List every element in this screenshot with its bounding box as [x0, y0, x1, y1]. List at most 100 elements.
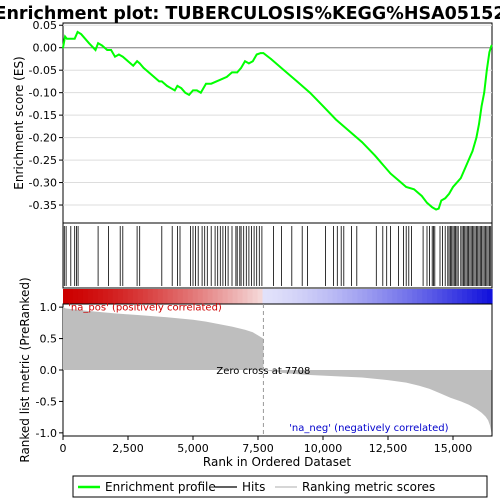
- color-bar-segment: [247, 289, 254, 304]
- zero-cross-label: Zero cross at 7708: [216, 366, 310, 377]
- color-bar-segment: [262, 289, 269, 304]
- color-bar-segment: [267, 289, 274, 304]
- enrichment-profile-point: [94, 49, 97, 51]
- enrichment-profile-point: [106, 49, 108, 51]
- hits-panel: [62, 222, 493, 289]
- enrichment-profile-point: [153, 76, 155, 78]
- color-bar-segment: [117, 289, 124, 304]
- color-bar-segment: [67, 289, 74, 304]
- enrichment-profile-point: [80, 33, 82, 36]
- enrichment-profile-point: [70, 37, 72, 40]
- enrichment-profile-point: [88, 42, 90, 45]
- color-bar-segment: [277, 289, 284, 304]
- color-bar-segment: [472, 289, 478, 304]
- color-bar-segment: [432, 289, 438, 304]
- legend: Enrichment profile Hits Ranking metric sco…: [72, 475, 488, 498]
- es-panel: 0.05 0.00 -0.05 -0.10 -0.15 -0.20 -0.25 -0.30 -0…: [12, 19, 493, 224]
- color-bar-segment: [372, 289, 378, 304]
- es-y-tick-label: -0.35: [29, 199, 57, 212]
- metric-y-tick-label: 1.0: [40, 301, 58, 314]
- enrichment-profile-point: [296, 80, 298, 83]
- hits-panel-frame: [62, 222, 493, 289]
- color-bar-segment: [132, 289, 139, 304]
- enrichment-profile-point: [210, 82, 212, 85]
- color-bar-segment: [307, 289, 314, 304]
- metric-x-tick-label: 12,500: [369, 442, 408, 455]
- enrichment-profile-point: [467, 159, 470, 161]
- color-bar-segment: [172, 289, 179, 304]
- enrichment-profile-point: [170, 87, 172, 89]
- enrichment-profile-point: [118, 53, 120, 56]
- enrichment-profile-point: [252, 60, 254, 63]
- color-bar-segment: [127, 289, 134, 304]
- color-bar-segment: [182, 289, 189, 304]
- enrichment-profile-point: [262, 52, 265, 54]
- enrichment-profile-point: [374, 154, 376, 157]
- metric-x-axis: 0 2,500 5,000 7,500 10,000 12,500 15,000: [60, 436, 472, 455]
- enrichment-profile-point: [456, 181, 458, 184]
- metric-x-tick-label: 7,500: [242, 442, 274, 455]
- color-bar-segment: [122, 289, 129, 304]
- metric-x-tick-label: 2,500: [112, 442, 144, 455]
- enrichment-profile-point: [480, 105, 483, 107]
- es-y-tick-label: -0.10: [29, 87, 57, 100]
- color-bar-segment: [287, 289, 294, 304]
- color-bar-segment: [207, 289, 214, 304]
- color-bar-segment: [82, 289, 89, 304]
- es-y-tick-label: -0.30: [29, 177, 57, 190]
- color-bar-segment: [292, 289, 299, 304]
- enrichment-profile-point: [142, 67, 145, 69]
- enrichment-profile-point: [444, 197, 447, 200]
- enrichment-profile-point: [448, 192, 450, 195]
- enrichment-profile-point: [490, 44, 493, 47]
- metric-y-tick-label: 0.5: [40, 333, 58, 346]
- legend-label: Enrichment profile: [105, 480, 216, 494]
- color-bar-segment: [412, 289, 418, 304]
- enrichment-profile-point: [215, 80, 218, 83]
- es-panel-frame: [62, 22, 493, 224]
- enrichment-profile-point: [161, 80, 163, 83]
- enrichment-profile-point: [64, 35, 66, 38]
- color-bar-segment: [302, 289, 309, 304]
- enrichment-profile-point: [136, 60, 138, 63]
- color-bar-segment: [427, 289, 433, 304]
- enrichment-profile-point: [270, 58, 272, 60]
- enrichment-profile-point: [73, 37, 76, 40]
- color-bar-segment: [417, 289, 423, 304]
- enrichment-profile-point: [192, 89, 194, 92]
- enrichment-profile-point: [127, 60, 129, 63]
- es-y-axis: 0.05 0.00 -0.05 -0.10 -0.15 -0.20 -0.25 -0.30 -0…: [29, 19, 63, 212]
- es-y-tick-label: -0.25: [29, 154, 57, 167]
- negative-correlation-label: 'na_neg' (negatively correlated): [289, 423, 448, 434]
- enrichment-profile-point: [259, 52, 262, 54]
- positive-correlation-label: 'na_pos' (positively correlated): [68, 302, 222, 313]
- enrichment-profile-point: [76, 31, 79, 33]
- enrichment-profile-point: [236, 71, 238, 74]
- legend-label: Ranking metric scores: [302, 480, 435, 494]
- enrichment-profile-point: [97, 42, 99, 45]
- color-bar-segment: [77, 289, 84, 304]
- enrichment-profile-point: [335, 118, 337, 121]
- metric-x-axis-label: Rank in Ordered Dataset: [203, 455, 351, 469]
- enrichment-profile-point: [122, 55, 124, 58]
- es-y-tick-label: -0.15: [29, 109, 57, 122]
- color-bar-segment: [402, 289, 408, 304]
- color-bar-segment: [157, 289, 164, 304]
- color-bar-segment: [97, 289, 104, 304]
- color-bar-segment: [322, 289, 328, 304]
- metric-x-tick-label: 5,000: [177, 442, 209, 455]
- enrichment-profile-point: [62, 46, 64, 49]
- metric-x-tick-label: 10,000: [304, 442, 343, 455]
- color-bar-segment: [222, 289, 229, 304]
- metric-y-tick-label: -1.0: [36, 427, 57, 440]
- color-bar-segment: [332, 289, 338, 304]
- color-bar-segment: [257, 289, 264, 304]
- enrichment-profile-point: [132, 64, 134, 67]
- color-bar-segment: [457, 289, 463, 304]
- color-bar-segment: [232, 289, 239, 304]
- enrichment-profile-point: [348, 130, 350, 132]
- enrichment-profile-point: [110, 49, 112, 51]
- color-bar-segment: [167, 289, 174, 304]
- es-y-tick-label: 0.00: [33, 42, 58, 55]
- color-bar-segment: [357, 289, 363, 304]
